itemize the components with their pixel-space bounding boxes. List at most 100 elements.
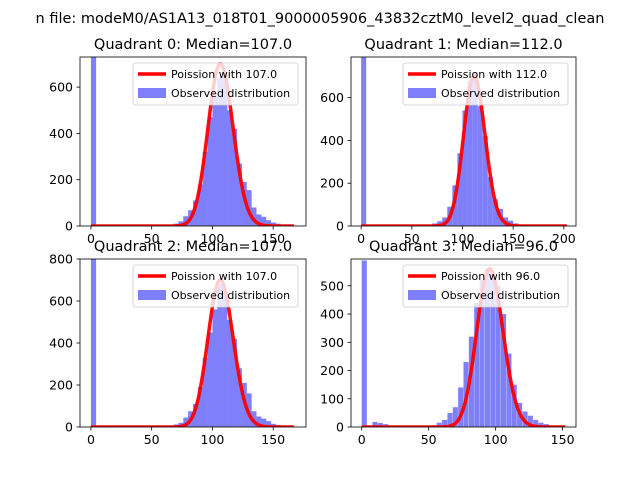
histogram-bar [212, 309, 218, 427]
histogram-bar [508, 220, 514, 226]
histogram-bar [457, 153, 463, 226]
y-tick-label: 400 [49, 336, 73, 351]
legend-bar-swatch [138, 88, 166, 98]
subplot-title: Quadrant 0: Median=107.0 [94, 37, 292, 53]
histogram-bar [506, 353, 512, 427]
legend-entry: Observed distribution [441, 289, 560, 302]
histogram-bar [222, 75, 228, 226]
histogram-bar [197, 387, 204, 427]
histogram-bar [207, 117, 213, 226]
histogram-bar [479, 280, 485, 427]
x-tick-label: 100 [484, 432, 508, 447]
histogram-bar [261, 418, 267, 427]
y-tick-label: 500 [320, 278, 344, 293]
histogram-bar [361, 57, 367, 226]
histogram-bar [458, 387, 464, 427]
histogram-bar [442, 419, 448, 427]
legend-entry: Poission with 96.0 [441, 270, 540, 283]
poisson-curve [90, 62, 295, 226]
x-tick-label: 50 [421, 432, 437, 447]
legend-entry: Observed distribution [441, 87, 560, 100]
legend-entry: Observed distribution [171, 289, 290, 302]
subplot-quadrant-1: Quadrant 1: Median=112.0 0 50 100 150 200 0 200… [320, 37, 577, 246]
histogram-bar [251, 207, 257, 226]
y-tick-label: 600 [49, 294, 73, 309]
histogram-bar [183, 216, 189, 226]
legend-entry: Poission with 107.0 [171, 68, 277, 81]
subplot-title: Quadrant 3: Median=96.0 [369, 239, 558, 255]
legend-box [132, 264, 299, 308]
axes-frame [79, 56, 307, 227]
histogram-bar [482, 136, 488, 226]
histogram-bar [472, 71, 478, 226]
y-tick-label: 400 [320, 307, 344, 322]
x-tick-label: 100 [201, 231, 225, 246]
histogram-bar [436, 422, 442, 427]
legend: Poission with 112.0 Observed distribution [402, 62, 569, 106]
x-tick-label: 50 [144, 231, 160, 246]
histogram-bar [487, 176, 493, 226]
histogram-bar [477, 106, 483, 226]
y-tick-label: 600 [49, 80, 73, 95]
subplot-title: Quadrant 2: Median=107.0 [94, 239, 292, 255]
x-tick-label: 150 [261, 231, 285, 246]
histogram-bar [202, 151, 208, 226]
histogram-bar [538, 422, 544, 427]
histogram-bar [377, 423, 383, 427]
histogram-bar [462, 110, 468, 226]
histogram-bar [452, 407, 458, 427]
y-tick-label: 200 [320, 176, 344, 191]
y-tick-label: 600 [320, 90, 344, 105]
legend-bar-swatch [408, 290, 436, 300]
legend-box [402, 264, 569, 308]
histogram-bar [495, 285, 501, 427]
legend-bar-swatch [138, 290, 166, 300]
histogram-bar [222, 292, 228, 427]
x-tick-label: 0 [87, 432, 95, 447]
histogram-bar [90, 57, 97, 226]
histogram-bar [193, 200, 199, 226]
histogram-bar [437, 221, 443, 226]
y-tick-label: 0 [336, 219, 344, 234]
poisson-curve [361, 267, 566, 427]
legend-box [132, 62, 299, 106]
x-tick-label: 0 [87, 231, 95, 246]
histogram-bar [212, 96, 218, 226]
histogram-bar [467, 80, 473, 226]
x-tick-label: 100 [451, 231, 475, 246]
histogram-bar [217, 284, 223, 427]
histogram-bar [90, 259, 97, 427]
y-tick-label: 400 [49, 126, 73, 141]
y-tick-label: 200 [49, 172, 73, 187]
plot-area [361, 260, 566, 427]
y-tick-label: 800 [49, 252, 73, 267]
histogram-bar [265, 421, 272, 427]
subplot-quadrant-2: Quadrant 2: Median=107.0 0 50 100 150 0 200 400… [49, 239, 307, 447]
plot-area [90, 57, 296, 226]
y-tick-label: 400 [320, 133, 344, 148]
x-tick-label: 200 [552, 231, 576, 246]
subplot-quadrant-3: Quadrant 3: Median=96.0 0 50 100 150 0 100 200 3… [320, 239, 577, 447]
plot-area [360, 57, 568, 226]
histogram-bar [533, 419, 539, 427]
subplots-container: Quadrant 0: Median=107.0 0 50 100 150 0 200 400… [49, 37, 577, 447]
subplot-title: Quadrant 1: Median=112.0 [364, 37, 562, 53]
y-tick-label: 200 [49, 378, 73, 393]
histogram-bar [236, 163, 242, 226]
y-tick-label: 0 [65, 219, 73, 234]
histogram-bar [361, 260, 367, 427]
histogram-bar [492, 199, 498, 226]
x-tick-label: 100 [201, 432, 225, 447]
legend-bar-swatch [408, 88, 436, 98]
histogram-bar [236, 368, 242, 427]
legend: Poission with 107.0 Observed distribution [132, 264, 299, 308]
histogram-bar [256, 416, 262, 427]
plot-area [90, 259, 296, 427]
histogram-bar [474, 302, 480, 427]
histogram-bar [241, 182, 247, 226]
histogram-bar [372, 421, 378, 427]
histogram-bar [227, 110, 233, 226]
histogram-bar [527, 415, 533, 427]
histogram-bar [501, 314, 507, 427]
